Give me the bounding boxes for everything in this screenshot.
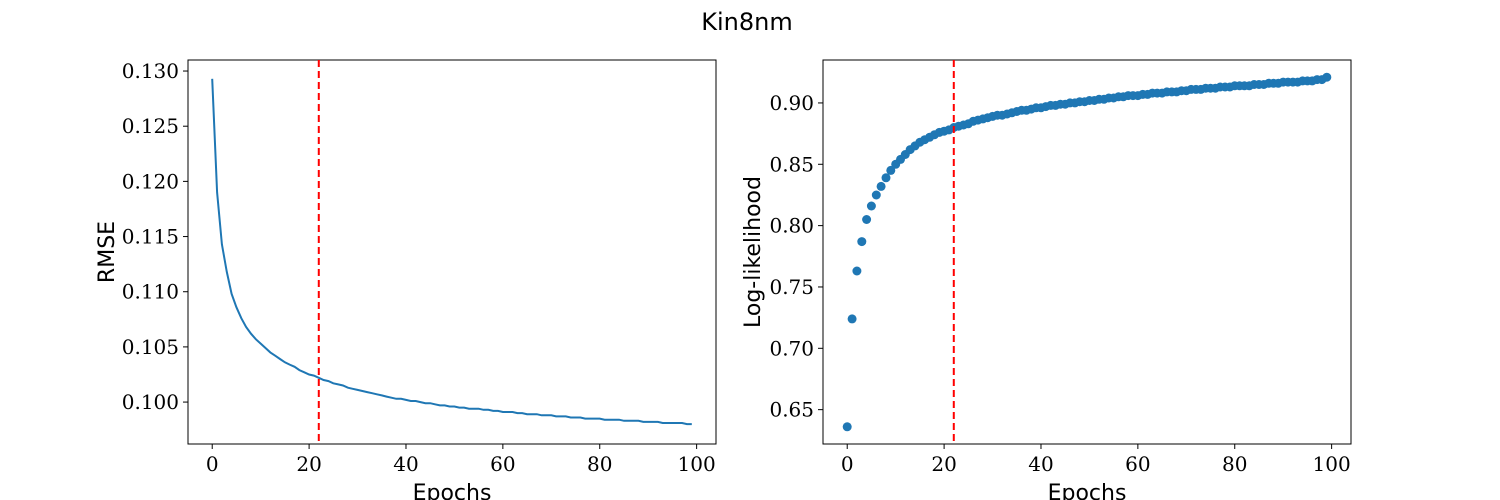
loglik-point <box>871 190 881 200</box>
loglik-point <box>862 215 872 224</box>
loglik-y-tick-label: 0.90 <box>769 91 814 115</box>
loglik-y-tick-label: 0.75 <box>769 275 814 299</box>
loglik-point <box>866 201 876 211</box>
loglik-point <box>1322 72 1332 82</box>
rmse-axes-frame <box>187 59 717 445</box>
loglik-y-tick-label: 0.85 <box>769 152 814 176</box>
loglik-x-tick-label: 60 <box>1125 452 1150 476</box>
loglik-x-axis-label: Epochs <box>1048 481 1127 500</box>
loglik-point <box>876 181 886 191</box>
figure-title: Kin8nm <box>701 8 792 36</box>
rmse-y-tick-label: 0.100 <box>122 390 179 414</box>
loglik-point <box>857 237 867 247</box>
rmse-x-tick-label: 0 <box>206 452 219 476</box>
loglik-y-tick-label: 0.80 <box>769 214 814 238</box>
loglik-point <box>886 165 896 175</box>
rmse-panel: 0 20 40 60 80 100 0.100 0.105 0.110 0.115 0.120 0.1… <box>95 59 717 500</box>
loglik-x-tick-label: 40 <box>1028 452 1053 476</box>
rmse-y-axis-label: RMSE <box>95 221 120 283</box>
rmse-x-tick-label: 40 <box>393 452 418 476</box>
loglik-x-tick-label: 20 <box>931 452 956 476</box>
loglik-y-tick-label: 0.65 <box>769 398 814 422</box>
rmse-y-tick-label: 0.130 <box>122 59 179 83</box>
loglik-point <box>842 422 852 432</box>
loglik-y-tick-label: 0.70 <box>769 336 814 360</box>
rmse-y-tick-label: 0.125 <box>122 114 179 138</box>
loglik-x-tick-label: 80 <box>1222 452 1247 476</box>
loglik-axes-frame <box>822 59 1352 445</box>
rmse-y-tick-label: 0.105 <box>122 335 179 359</box>
rmse-y-tick-label: 0.115 <box>122 225 179 249</box>
rmse-series-line <box>211 78 692 426</box>
loglik-point <box>847 314 857 324</box>
rmse-x-tick-label: 60 <box>490 452 515 476</box>
rmse-y-tick-label: 0.110 <box>122 280 179 304</box>
loglik-point <box>881 173 891 183</box>
rmse-x-axis-label: Epochs <box>413 481 492 500</box>
loglik-y-axis-label: Log-likelihood <box>741 176 766 328</box>
loglik-panel: 0 20 40 60 80 100 0.65 0.70 0.75 0.80 0.85 0.90 Epoc… <box>741 59 1352 500</box>
rmse-x-tick-label: 20 <box>296 452 321 476</box>
rmse-x-tick-label: 80 <box>587 452 612 476</box>
loglik-x-tick-label: 100 <box>1313 452 1351 476</box>
loglik-x-tick-label: 0 <box>841 452 854 476</box>
rmse-x-tick-label: 100 <box>678 452 716 476</box>
loglik-point <box>852 266 862 276</box>
rmse-y-tick-label: 0.120 <box>122 169 179 193</box>
